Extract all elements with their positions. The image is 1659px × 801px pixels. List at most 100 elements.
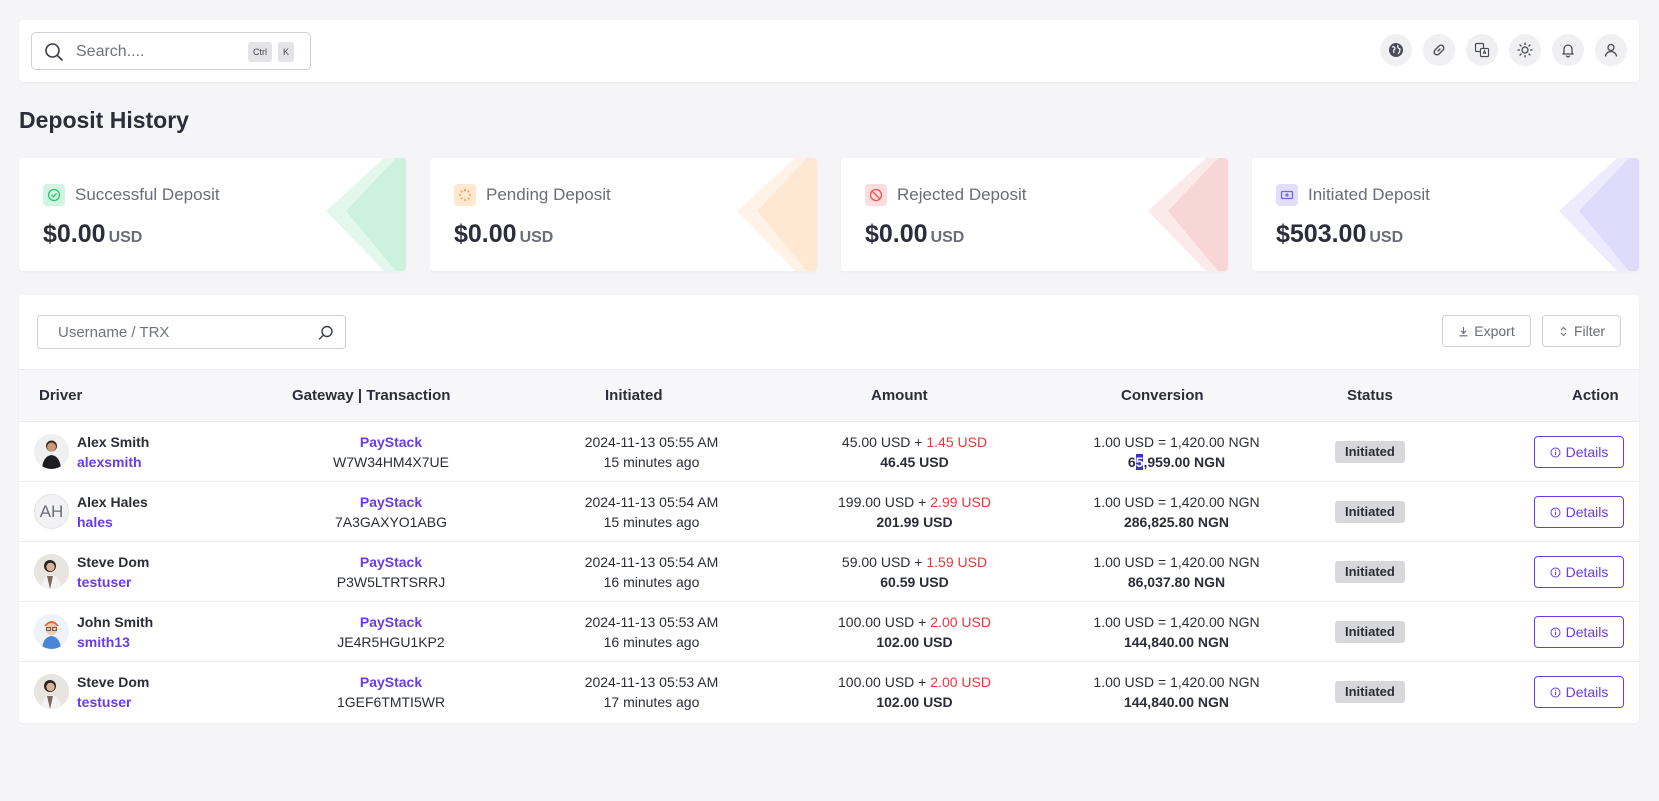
notifications-button[interactable] [1552,34,1584,66]
username-trx-search-input[interactable]: Username / TRX [37,315,346,349]
details-button[interactable]: Details [1534,556,1624,588]
converted-amount: 65,959.00 NGN [1127,454,1226,470]
card-label: Successful Deposit [75,185,220,204]
driver-name: John Smith [77,614,154,630]
table-row: Steve Dom testuser PayStack 1GEF6TMTI5WR… [19,662,1639,722]
successful-deposit-card[interactable]: Successful Deposit $0.00 USD [19,158,406,271]
filter-label: Filter [1573,323,1606,339]
gateway-name: PayStack [359,434,423,450]
theme-toggle-button[interactable] [1509,34,1541,66]
converted-amount: 86,037.80 NGN [1127,574,1226,590]
conversion-rate: 1.00 USD = 1,420.00 NGN [1093,434,1260,450]
rejected-deposit-card[interactable]: Rejected Deposit $0.00 USD [841,158,1228,271]
amount-line: 100.00 USD + 2.00 USD [838,614,991,630]
avatar [34,674,69,709]
translate-button[interactable] [1466,34,1498,66]
header-gateway: Gateway | Transaction [292,387,451,404]
amount-total: 102.00 USD [876,694,953,710]
table-row: AH Alex Hales hales PayStack 7A3GAXYO1AB… [19,482,1639,542]
status-badge: Initiated [1335,441,1405,463]
driver-username-link[interactable]: testuser [77,574,132,590]
link-icon [1433,44,1445,56]
details-label: Details [1565,504,1609,520]
profile-button[interactable] [1595,34,1627,66]
initiated-ago: 17 minutes ago [603,694,700,710]
details-button[interactable]: Details [1534,616,1624,648]
amount-line: 59.00 USD + 1.59 USD [841,554,988,570]
search-placeholder: Search.... [76,43,145,60]
link-button[interactable] [1423,34,1455,66]
details-button[interactable]: Details [1534,676,1624,708]
driver-username-link[interactable]: alexsmith [77,454,142,470]
table-header: Driver Gateway | Transaction Initiated A… [19,369,1639,422]
amount-line: 199.00 USD + 2.99 USD [838,494,991,510]
charge-amount: 1.45 USD [926,434,988,450]
details-label: Details [1565,564,1609,580]
amount-total: 46.45 USD [880,454,949,470]
details-label: Details [1565,684,1609,700]
initiated-deposit-card[interactable]: Initiated Deposit $503.00 USD [1252,158,1639,271]
driver-username-link[interactable]: smith13 [77,634,130,650]
driver-username-link[interactable]: testuser [77,694,132,710]
conversion-rate: 1.00 USD = 1,420.00 NGN [1093,674,1260,690]
converted-amount: 286,825.80 NGN [1123,514,1230,530]
page-title: Deposit History [19,107,189,133]
user-icon [1604,43,1618,57]
avatar [34,554,69,589]
driver-username-link[interactable]: hales [77,514,113,530]
charge-amount: 2.99 USD [930,494,991,510]
details-button[interactable]: Details [1534,436,1624,468]
conversion-rate: 1.00 USD = 1,420.00 NGN [1093,494,1260,510]
initiated-ago: 16 minutes ago [603,574,700,590]
language-button[interactable] [1380,34,1412,66]
gateway-name: PayStack [359,554,423,570]
initiated-date: 2024-11-13 05:55 AM [584,434,719,450]
deposit-table-panel: Username / TRX Export Filter Driver Gate… [19,295,1639,723]
info-icon [1550,447,1561,457]
info-icon [1550,627,1561,637]
amount-total: 102.00 USD [876,634,953,650]
status-badge: Initiated [1335,561,1405,583]
text-selection: 5 [1135,454,1144,470]
transaction-id: 7A3GAXYO1ABG [334,514,448,530]
initiated-date: 2024-11-13 05:54 AM [584,554,719,570]
top-navbar: Search.... Ctrl K [19,20,1639,82]
charge-amount: 2.00 USD [930,614,991,630]
initiated-ago: 15 minutes ago [603,454,700,470]
pending-deposit-card[interactable]: Pending Deposit $0.00 USD [430,158,817,271]
driver-name: Steve Dom [77,554,150,570]
ban-icon [865,184,887,206]
money-bill-icon [1276,184,1298,206]
header-action: Action [1572,387,1619,404]
charge-amount: 2.00 USD [930,674,991,690]
amount-line: 45.00 USD + 1.45 USD [841,434,988,450]
search-icon[interactable] [317,324,335,342]
gateway-name: PayStack [359,674,423,690]
card-value: $0.00 USD [454,220,554,248]
filter-placeholder: Username / TRX [58,324,170,341]
transaction-id: P3W5LTRTSRRJ [336,574,446,590]
spinner-icon [454,184,476,206]
status-badge: Initiated [1335,621,1405,643]
card-decoration [1148,158,1228,271]
global-search-input[interactable]: Search.... Ctrl K [31,32,311,70]
initiated-ago: 15 minutes ago [603,514,700,530]
info-icon [1550,687,1561,697]
export-button[interactable]: Export [1442,315,1531,347]
avatar [34,434,69,469]
details-label: Details [1565,624,1609,640]
sort-icon [1560,326,1567,336]
info-icon [1550,567,1561,577]
converted-amount: 144,840.00 NGN [1123,634,1230,650]
transaction-id: JE4R5HGU1KP2 [337,634,445,650]
card-decoration [326,158,406,271]
header-conversion: Conversion [1121,387,1204,404]
converted-amount: 144,840.00 NGN [1123,694,1230,710]
initiated-ago: 16 minutes ago [603,634,700,650]
conversion-rate: 1.00 USD = 1,420.00 NGN [1093,554,1260,570]
filter-button[interactable]: Filter [1542,315,1621,347]
amount-line: 100.00 USD + 2.00 USD [838,674,991,690]
details-button[interactable]: Details [1534,496,1624,528]
amount-total: 201.99 USD [876,514,953,530]
transaction-id: W7W34HM4X7UE [333,454,449,470]
